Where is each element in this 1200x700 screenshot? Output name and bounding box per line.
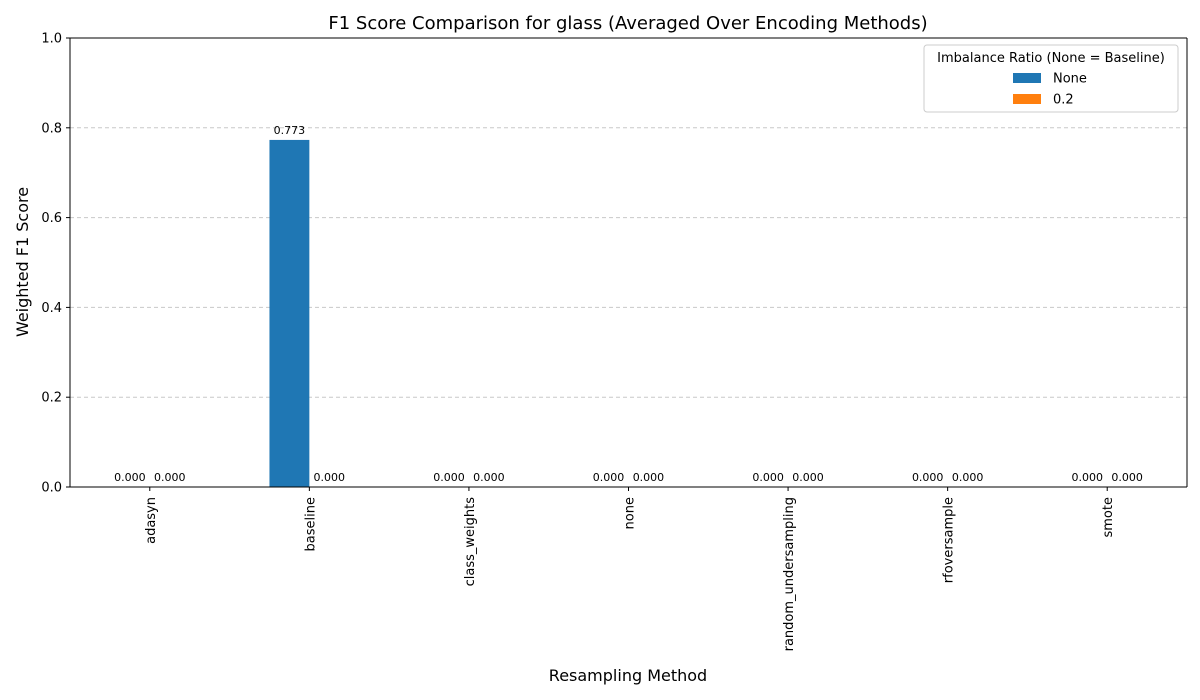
- bar-groups: [269, 139, 310, 487]
- y-tick-label: 1.0: [41, 32, 62, 47]
- data-label: 0.000: [433, 471, 465, 484]
- data-label: 0.000: [473, 471, 505, 484]
- y-tick-label: 0.4: [41, 301, 62, 316]
- y-tick-label: 0.0: [41, 481, 62, 496]
- x-tick-label: rfoversample: [942, 497, 957, 583]
- legend-entries: None 0.2: [1013, 72, 1087, 108]
- data-label: 0.000: [154, 471, 186, 484]
- y-tick-label: 0.2: [41, 391, 62, 406]
- data-label: 0.000: [1111, 471, 1143, 484]
- legend-box: [923, 44, 1179, 113]
- x-tick-label: smote: [1101, 497, 1116, 538]
- y-axis-label: Weighted F1 Score: [13, 187, 32, 337]
- data-labels: 0.000 0.000 0.773 0.000 0.000 0.000 0.000 0.000…: [114, 124, 1143, 484]
- data-label: 0.000: [633, 471, 665, 484]
- data-label: 0.000: [114, 471, 146, 484]
- legend: Imbalance Ratio (None = Baseline) None 0.…: [923, 44, 1179, 113]
- data-label: 0.000: [593, 471, 625, 484]
- data-label: 0.000: [314, 471, 346, 484]
- x-axis-ticks: adasyn baseline class_weights none random_un…: [144, 487, 1116, 651]
- bar-baseline-series-0: [269, 139, 310, 487]
- data-label: 0.000: [792, 471, 824, 484]
- chart-title: F1 Score Comparison for glass (Averaged …: [328, 13, 927, 34]
- x-tick-label: class_weights: [463, 497, 478, 587]
- legend-label: 0.2: [1053, 93, 1074, 108]
- x-tick-label: adasyn: [144, 497, 159, 544]
- bar-group-baseline: [269, 139, 310, 487]
- data-label: 0.000: [752, 471, 784, 484]
- y-tick-label: 0.8: [41, 121, 62, 136]
- legend-label: None: [1053, 72, 1087, 87]
- data-label: 0.000: [1072, 471, 1104, 484]
- legend-title: Imbalance Ratio (None = Baseline): [937, 51, 1165, 66]
- x-axis-label: Resampling Method: [549, 666, 707, 685]
- data-label: 0.000: [952, 471, 984, 484]
- x-tick-label: none: [623, 497, 638, 529]
- y-tick-label: 0.6: [41, 211, 62, 226]
- y-axis-ticks: 0.0 0.2 0.4 0.6 0.8 1.0: [41, 32, 70, 496]
- x-tick-label: baseline: [303, 497, 318, 551]
- data-label: 0.000: [912, 471, 944, 484]
- legend-swatch: [1013, 94, 1041, 104]
- data-label: 0.773: [274, 124, 306, 137]
- x-tick-label: random_undersampling: [782, 497, 797, 651]
- legend-swatch: [1013, 73, 1041, 83]
